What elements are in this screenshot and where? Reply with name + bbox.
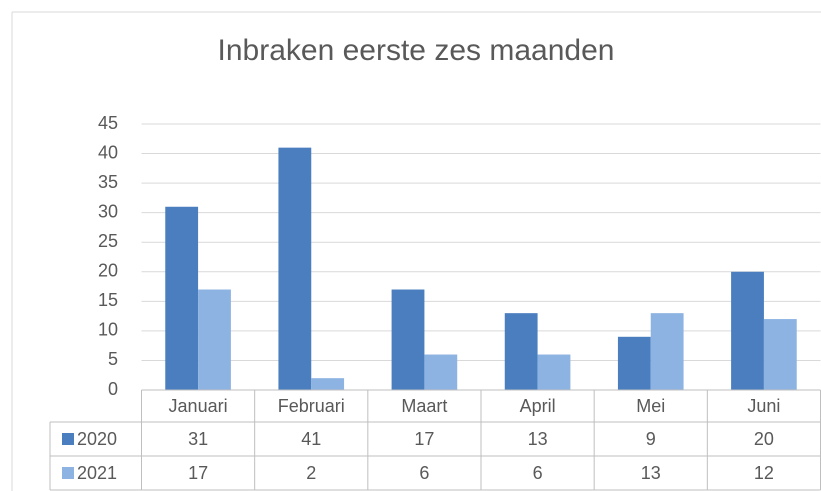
bar (165, 206, 199, 390)
table-value: 20 (754, 429, 774, 449)
table-value: 13 (528, 429, 548, 449)
y-tick-label: 20 (98, 261, 118, 281)
bar (650, 313, 684, 390)
bar (763, 319, 797, 390)
x-tick-label: Mei (636, 396, 665, 416)
legend-key (62, 433, 74, 445)
bar (311, 378, 345, 390)
y-tick-label: 45 (98, 113, 118, 133)
y-tick-label: 25 (98, 231, 118, 251)
table-value: 9 (646, 429, 656, 449)
table-value: 17 (414, 429, 434, 449)
x-tick-label: April (520, 396, 556, 416)
bar (424, 354, 458, 390)
legend-key (62, 467, 74, 479)
y-tick-label: 15 (98, 290, 118, 310)
x-tick-label: Maart (401, 396, 447, 416)
x-tick-label: Januari (169, 396, 228, 416)
bar (617, 336, 651, 390)
bar (391, 289, 425, 390)
chart-title: Inbraken eerste zes maanden (218, 34, 615, 67)
bar (198, 289, 231, 390)
table-value: 31 (188, 429, 208, 449)
bar (278, 147, 312, 390)
y-tick-label: 35 (98, 172, 118, 192)
table-value: 13 (641, 463, 661, 483)
y-tick-label: 0 (108, 379, 118, 399)
y-tick-label: 10 (98, 320, 118, 340)
bar (731, 271, 764, 390)
table-value: 2 (306, 463, 316, 483)
y-tick-label: 40 (98, 142, 118, 162)
bar (504, 313, 538, 390)
table-value: 6 (419, 463, 429, 483)
legend-label: 2020 (77, 429, 117, 449)
table-value: 41 (301, 429, 321, 449)
bar (537, 354, 571, 390)
y-tick-label: 5 (108, 349, 118, 369)
table-value: 12 (754, 463, 774, 483)
table-value: 17 (188, 463, 208, 483)
legend-label: 2021 (77, 463, 117, 483)
x-tick-label: Februari (278, 396, 345, 416)
y-tick-label: 30 (98, 201, 118, 221)
table-value: 6 (533, 463, 543, 483)
x-tick-label: Juni (747, 396, 780, 416)
